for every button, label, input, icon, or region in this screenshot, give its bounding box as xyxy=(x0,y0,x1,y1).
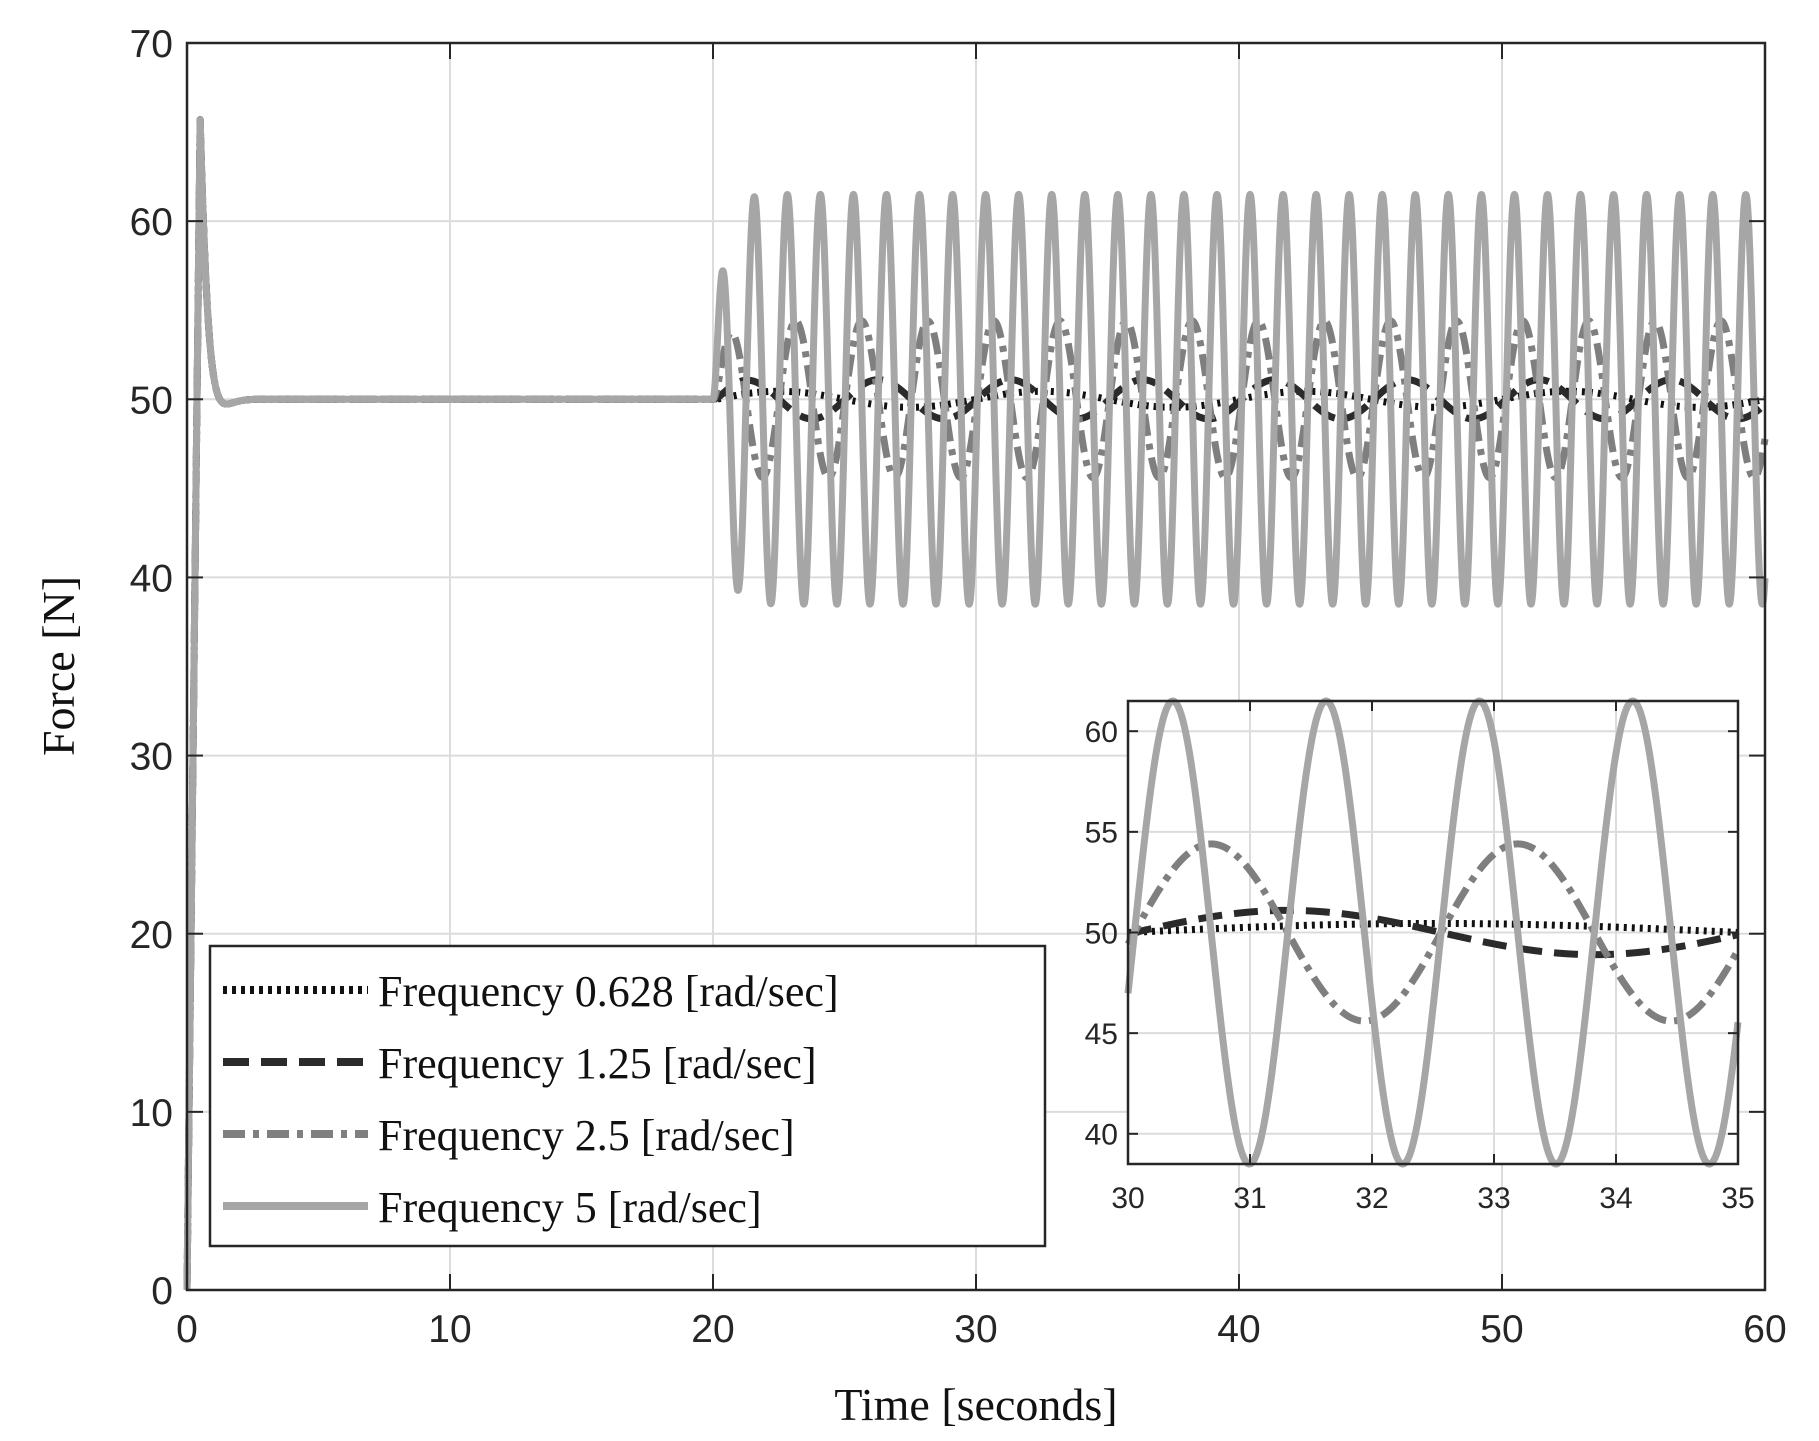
inset-axes: 30 31 32 33 34 35 40 45 50 55 60 xyxy=(1085,697,1755,1215)
legend-label-25: Frequency 2.5 [rad/sec] xyxy=(378,1111,795,1160)
y-tick-label: 70 xyxy=(130,23,173,66)
inset-y-tick-labels: 40 45 50 55 60 xyxy=(1085,716,1118,1152)
x-tick-label: 0 xyxy=(176,1308,198,1351)
inset-y-tick-label: 50 xyxy=(1085,917,1118,950)
x-tick-label: 60 xyxy=(1743,1308,1786,1351)
inset-x-tick-labels: 30 31 32 33 34 35 xyxy=(1111,1182,1754,1215)
y-tick-label: 50 xyxy=(130,379,173,422)
x-tick-label: 50 xyxy=(1480,1308,1523,1351)
inset-y-tick-label: 45 xyxy=(1085,1018,1118,1051)
legend-label-0628: Frequency 0.628 [rad/sec] xyxy=(378,967,839,1016)
inset-x-tick-label: 30 xyxy=(1111,1182,1144,1215)
y-tick-label: 0 xyxy=(151,1270,173,1313)
inset-x-tick-label: 35 xyxy=(1721,1182,1754,1215)
y-tick-label: 10 xyxy=(130,1092,173,1135)
legend-box xyxy=(208,944,1047,1248)
inset-series xyxy=(1124,697,1742,1168)
inset-y-tick-label: 60 xyxy=(1085,716,1118,749)
x-tick-label: 30 xyxy=(954,1308,997,1351)
inset-x-tick-label: 32 xyxy=(1355,1182,1388,1215)
legend-label-125: Frequency 1.25 [rad/sec] xyxy=(378,1039,817,1088)
inset-series-line-1 xyxy=(1125,919,1741,937)
x-tick-label: 10 xyxy=(428,1308,471,1351)
y-axis-label: Force [N] xyxy=(33,576,84,756)
inset-series-line-4 xyxy=(1124,697,1742,1168)
y-tick-label: 20 xyxy=(130,914,173,957)
x-tick-labels: 0 10 20 30 40 50 60 xyxy=(176,1308,1787,1351)
inset-x-tick-label: 34 xyxy=(1599,1182,1632,1215)
main-tick-marks xyxy=(186,42,1766,1291)
main-series xyxy=(183,116,1769,1291)
legend-label-5: Frequency 5 [rad/sec] xyxy=(378,1183,762,1232)
y-tick-label: 40 xyxy=(130,557,173,600)
inset-y-tick-label: 55 xyxy=(1085,817,1118,850)
y-tick-label: 60 xyxy=(130,201,173,244)
x-tick-label: 20 xyxy=(691,1308,734,1351)
legend: Frequency 0.628 [rad/sec] Frequency 1.25… xyxy=(208,944,1047,1248)
inset-series-line-2 xyxy=(1125,906,1741,959)
inset-x-tick-label: 33 xyxy=(1477,1182,1510,1215)
inset-y-tick-label: 40 xyxy=(1085,1119,1118,1152)
y-tick-label: 30 xyxy=(130,736,173,779)
series-line-4 xyxy=(183,116,1769,1291)
inset-x-tick-label: 31 xyxy=(1233,1182,1266,1215)
x-tick-label: 40 xyxy=(1217,1308,1260,1351)
x-axis-label: Time [seconds] xyxy=(834,1379,1117,1430)
inset-tick-marks xyxy=(1127,701,1739,1164)
series-line-2 xyxy=(183,116,1769,1291)
y-tick-labels: 0 10 20 30 40 50 60 70 xyxy=(130,23,173,1313)
